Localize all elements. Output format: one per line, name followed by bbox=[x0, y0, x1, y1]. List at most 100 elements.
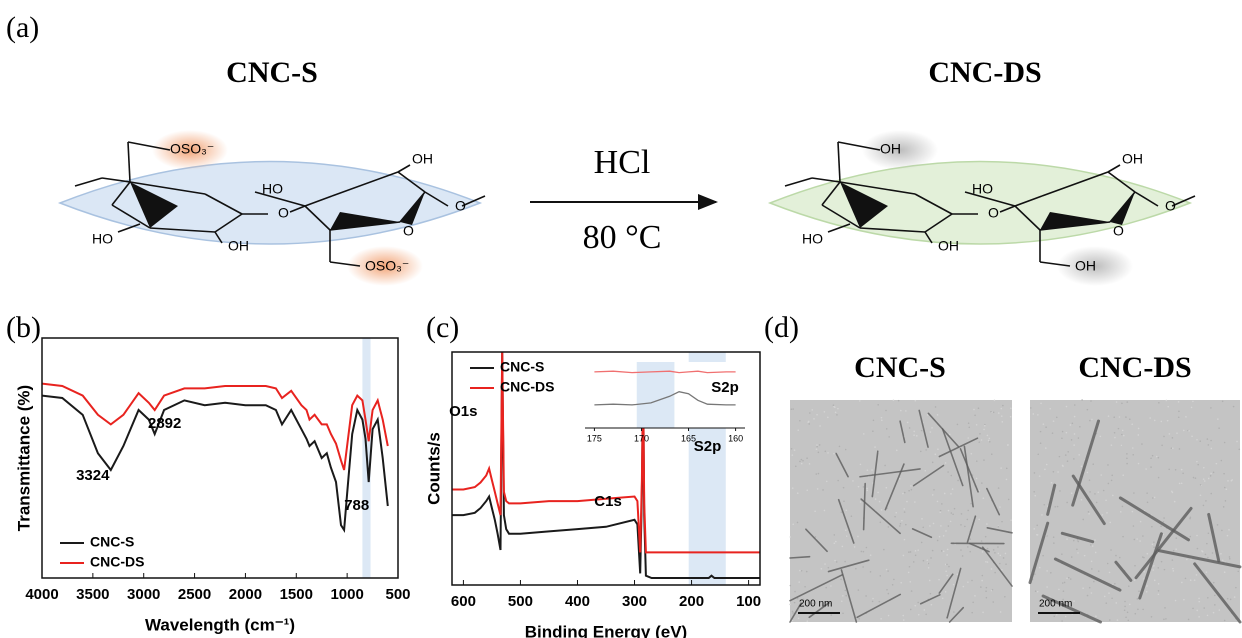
noise bbox=[1236, 441, 1238, 443]
noise bbox=[893, 579, 895, 581]
legend-label: CNC-S bbox=[500, 359, 544, 375]
noise bbox=[903, 619, 905, 621]
noise bbox=[1129, 604, 1131, 606]
noise bbox=[795, 466, 797, 468]
y-axis-label: Transmittance (%) bbox=[14, 385, 33, 531]
noise bbox=[971, 612, 973, 614]
noise bbox=[1100, 436, 1102, 438]
noise bbox=[1088, 513, 1090, 515]
noise bbox=[911, 590, 913, 592]
noise bbox=[825, 587, 827, 589]
noise bbox=[1132, 511, 1134, 513]
noise bbox=[1221, 460, 1223, 462]
noise bbox=[1133, 525, 1135, 527]
noise bbox=[923, 560, 925, 562]
noise bbox=[1082, 519, 1084, 521]
noise bbox=[899, 525, 901, 527]
noise bbox=[1164, 607, 1166, 609]
noise bbox=[1153, 541, 1155, 543]
noise bbox=[842, 612, 844, 614]
noise bbox=[921, 518, 923, 520]
noise bbox=[1091, 561, 1093, 563]
noise bbox=[1111, 474, 1113, 476]
noise bbox=[916, 435, 918, 437]
noise bbox=[1167, 406, 1169, 408]
x-tick-label: 2000 bbox=[229, 586, 262, 603]
noise bbox=[910, 609, 912, 611]
noise bbox=[794, 591, 796, 593]
noise bbox=[1037, 414, 1039, 416]
noise bbox=[1037, 534, 1039, 536]
noise bbox=[964, 526, 966, 528]
noise bbox=[1217, 524, 1219, 526]
noise bbox=[993, 549, 995, 551]
noise bbox=[1172, 568, 1174, 570]
noise bbox=[1175, 548, 1177, 550]
noise bbox=[1043, 504, 1045, 506]
noise bbox=[1206, 543, 1208, 545]
noise bbox=[1121, 445, 1123, 447]
noise bbox=[877, 404, 879, 406]
noise bbox=[1196, 439, 1198, 441]
noise bbox=[950, 493, 952, 495]
noise bbox=[808, 423, 810, 425]
noise bbox=[858, 589, 860, 591]
noise bbox=[1183, 599, 1185, 601]
noise bbox=[1138, 463, 1140, 465]
noise bbox=[1228, 529, 1230, 531]
noise bbox=[1160, 525, 1162, 527]
noise bbox=[1033, 491, 1035, 493]
noise bbox=[904, 492, 906, 494]
noise bbox=[937, 540, 939, 542]
noise bbox=[1046, 570, 1048, 572]
noise bbox=[819, 444, 821, 446]
group-label: OH bbox=[880, 141, 901, 157]
figure: (a) (b) (c) (d) CNC-S CNC-DS HCl 80 °C C… bbox=[0, 0, 1242, 638]
noise bbox=[1077, 541, 1079, 543]
noise bbox=[1158, 477, 1160, 479]
noise bbox=[860, 501, 862, 503]
noise bbox=[1061, 620, 1063, 622]
noise bbox=[922, 527, 924, 529]
noise bbox=[816, 414, 818, 416]
noise bbox=[852, 480, 854, 482]
noise bbox=[1063, 590, 1065, 592]
noise bbox=[1113, 416, 1115, 418]
noise bbox=[1073, 444, 1075, 446]
noise bbox=[797, 429, 799, 431]
noise bbox=[1135, 613, 1137, 615]
noise bbox=[905, 410, 907, 412]
noise bbox=[1198, 616, 1200, 618]
noise bbox=[967, 437, 969, 439]
x-tick-label: 500 bbox=[508, 593, 533, 610]
noise bbox=[836, 414, 838, 416]
noise bbox=[1104, 596, 1106, 598]
noise bbox=[907, 422, 909, 424]
noise bbox=[1070, 578, 1072, 580]
noise bbox=[794, 602, 796, 604]
noise bbox=[1151, 526, 1153, 528]
noise bbox=[792, 408, 794, 410]
noise bbox=[917, 602, 919, 604]
noise bbox=[1097, 491, 1099, 493]
noise bbox=[1181, 469, 1183, 471]
noise bbox=[1073, 540, 1075, 542]
noise bbox=[1229, 558, 1231, 560]
noise bbox=[1158, 583, 1160, 585]
noise bbox=[957, 480, 959, 482]
noise bbox=[1191, 435, 1193, 437]
noise bbox=[1114, 432, 1116, 434]
noise bbox=[1089, 479, 1091, 481]
noise bbox=[945, 571, 947, 573]
noise bbox=[1109, 619, 1111, 621]
noise bbox=[1074, 404, 1076, 406]
noise bbox=[1051, 482, 1053, 484]
noise bbox=[1091, 419, 1093, 421]
noise bbox=[860, 464, 862, 466]
noise bbox=[909, 566, 911, 568]
noise bbox=[1124, 609, 1126, 611]
noise bbox=[930, 431, 932, 433]
noise bbox=[1208, 444, 1210, 446]
noise bbox=[888, 593, 890, 595]
noise bbox=[808, 421, 810, 423]
